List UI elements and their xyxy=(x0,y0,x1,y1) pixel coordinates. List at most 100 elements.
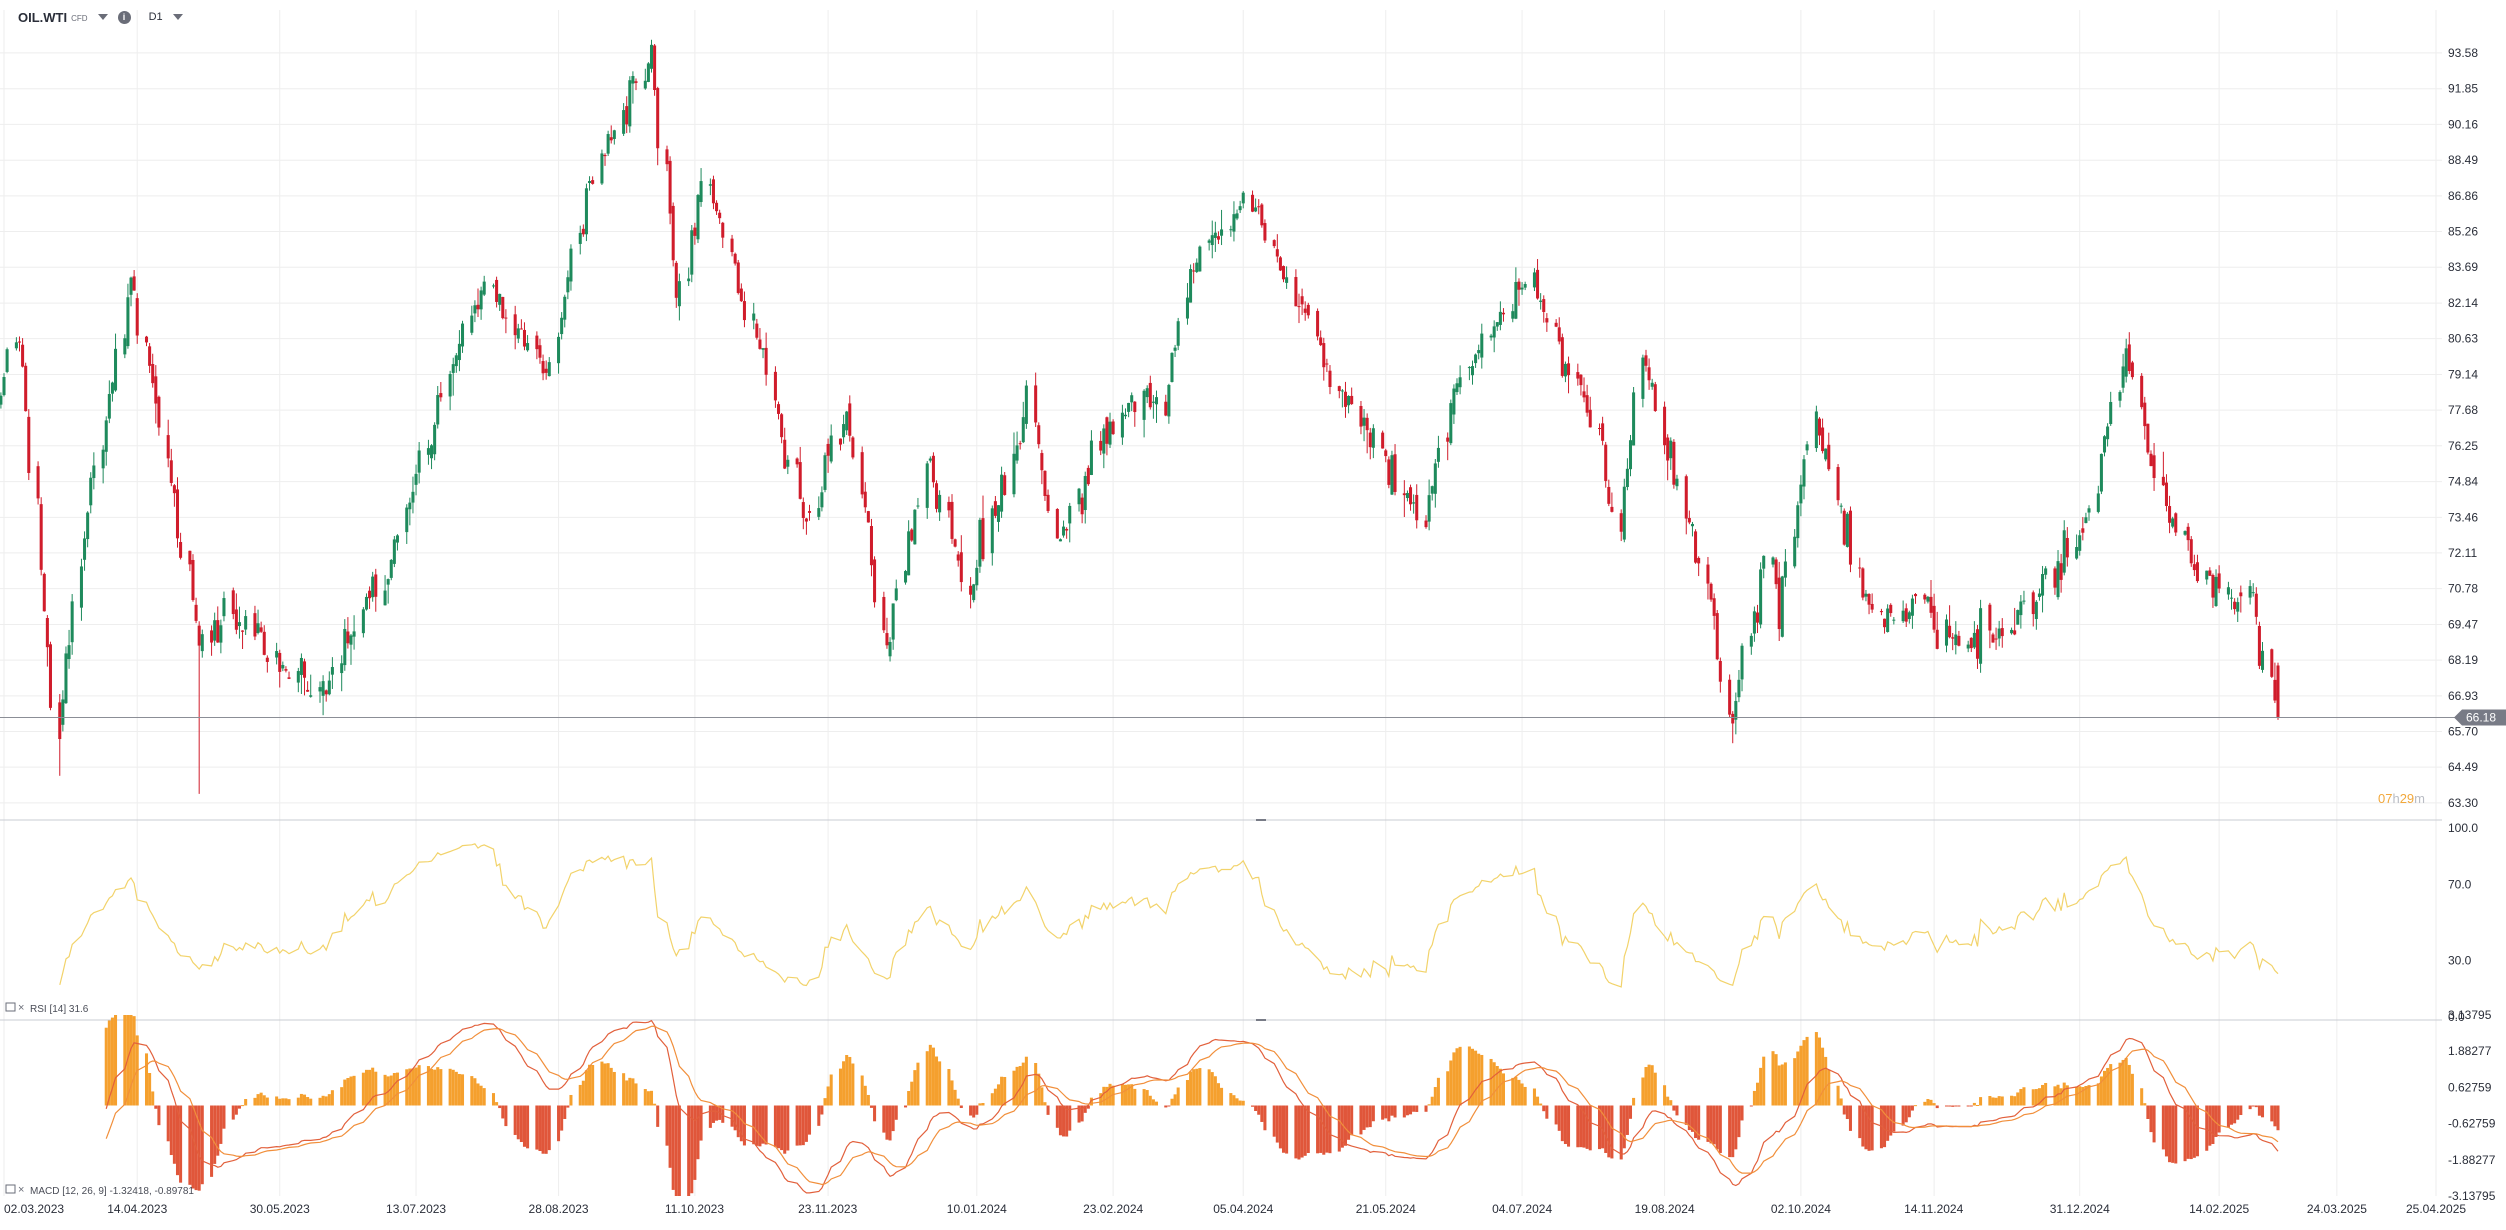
macd-bar xyxy=(938,1061,942,1106)
candle-body xyxy=(2121,366,2125,388)
candle xyxy=(1966,640,1970,653)
candle-body xyxy=(2013,630,2017,635)
candle-body xyxy=(70,601,74,643)
candle xyxy=(535,331,539,360)
candle-body xyxy=(2217,573,2221,589)
macd-bar xyxy=(1480,1054,1484,1106)
candle xyxy=(457,330,461,372)
candle xyxy=(1322,337,1326,381)
time-axis-tick-label: 14.11.2024 xyxy=(1904,1202,1963,1216)
macd-bar xyxy=(110,1017,114,1106)
candle xyxy=(1824,448,1828,462)
chevron-down-icon[interactable] xyxy=(97,14,108,20)
candle xyxy=(27,409,31,481)
rsi-legend-label: RSI [14] 31.6 xyxy=(30,1004,89,1015)
candle xyxy=(157,395,161,436)
candle-body xyxy=(904,571,908,583)
macd-bar xyxy=(1848,1105,1852,1131)
macd-bar xyxy=(1328,1105,1332,1154)
candle-body xyxy=(1715,613,1719,660)
candle-body xyxy=(1870,603,1874,610)
candle xyxy=(1207,238,1211,251)
macd-bar xyxy=(2205,1105,2209,1151)
candle xyxy=(1520,282,1524,295)
candle-body xyxy=(1756,612,1760,623)
candle-body xyxy=(631,76,635,84)
macd-bar xyxy=(144,1053,149,1106)
candle-body xyxy=(1728,679,1732,715)
candle xyxy=(194,597,198,624)
candle xyxy=(1402,480,1406,518)
candle-body xyxy=(1929,596,1933,613)
candle xyxy=(1024,380,1028,429)
candle xyxy=(352,615,356,650)
macd-bar xyxy=(1752,1090,1756,1106)
candle xyxy=(1672,439,1676,489)
candle xyxy=(395,534,399,551)
candle xyxy=(1842,508,1846,546)
candle-body xyxy=(888,641,892,657)
candle xyxy=(151,353,155,388)
candle xyxy=(104,416,108,466)
price-axis-tick-label: 74.84 xyxy=(2448,475,2478,489)
macd-bar xyxy=(981,1103,985,1106)
candle xyxy=(2059,553,2063,593)
candle-body xyxy=(1731,713,1735,724)
candle-body xyxy=(1907,612,1911,620)
candle-body xyxy=(1371,428,1375,448)
macd-bar xyxy=(302,1094,307,1106)
candle xyxy=(1907,610,1911,624)
macd-bar xyxy=(1944,1105,1949,1107)
macd-bar xyxy=(210,1105,214,1177)
candle-body xyxy=(330,667,334,675)
candle-body xyxy=(801,502,805,519)
macd-bar xyxy=(1173,1094,1177,1106)
timeframe-selector[interactable]: D1 xyxy=(148,11,163,23)
candle-body xyxy=(1003,475,1007,495)
candle-body xyxy=(653,45,657,90)
candle xyxy=(2211,573,2215,608)
candle-body xyxy=(61,699,65,725)
macd-bar xyxy=(491,1093,496,1106)
candle xyxy=(2183,530,2187,536)
candle xyxy=(222,591,226,622)
candle-body xyxy=(1824,448,1828,460)
candle xyxy=(1480,323,1484,369)
candle-body xyxy=(371,576,375,598)
macd-bar xyxy=(950,1080,954,1106)
symbol-name[interactable]: OIL.WTI xyxy=(18,9,68,25)
candle xyxy=(1886,604,1890,633)
macd-bar xyxy=(2161,1105,2165,1150)
macd-bar xyxy=(1619,1105,1623,1160)
candle-body xyxy=(634,81,638,83)
candle xyxy=(699,168,703,207)
candle-body xyxy=(758,339,762,349)
chevron-down-icon[interactable] xyxy=(172,14,183,20)
candle-body xyxy=(544,368,548,373)
macd-bar xyxy=(1740,1105,1744,1121)
macd-bar xyxy=(1412,1105,1416,1112)
candle-body xyxy=(36,466,40,499)
candle xyxy=(2257,621,2261,670)
candle-body xyxy=(2273,679,2277,701)
candle-body xyxy=(417,450,421,473)
candle xyxy=(123,334,127,359)
candle-body xyxy=(1948,625,1952,638)
macd-bar xyxy=(1142,1089,1146,1106)
candle-body xyxy=(1430,486,1434,494)
candle xyxy=(414,464,418,496)
candle xyxy=(1381,430,1385,449)
macd-bar xyxy=(296,1097,300,1106)
macd-bar xyxy=(1771,1051,1775,1106)
candle-body xyxy=(275,651,279,658)
macd-bar xyxy=(1802,1040,1806,1106)
macd-bar xyxy=(866,1094,870,1106)
macd-bar xyxy=(2211,1105,2215,1145)
candle-body xyxy=(1046,494,1050,511)
candle-body xyxy=(1610,506,1614,512)
candle-body xyxy=(1387,459,1391,485)
candle-body xyxy=(1477,350,1481,354)
info-icon[interactable]: i xyxy=(117,10,131,24)
